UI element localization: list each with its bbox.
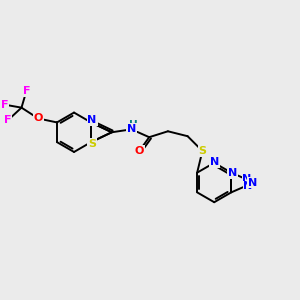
Text: O: O bbox=[135, 146, 144, 156]
Text: N: N bbox=[242, 174, 252, 184]
Text: N: N bbox=[210, 157, 219, 167]
Text: F: F bbox=[1, 100, 8, 110]
Text: O: O bbox=[34, 113, 43, 124]
Text: N: N bbox=[87, 116, 97, 125]
Text: N: N bbox=[228, 168, 237, 178]
Text: S: S bbox=[198, 146, 206, 156]
Text: F: F bbox=[4, 116, 11, 125]
Text: N: N bbox=[248, 178, 258, 188]
Text: N: N bbox=[127, 124, 136, 134]
Text: S: S bbox=[88, 139, 96, 149]
Text: F: F bbox=[23, 86, 30, 96]
Text: H: H bbox=[129, 120, 138, 130]
Text: N: N bbox=[243, 182, 253, 191]
